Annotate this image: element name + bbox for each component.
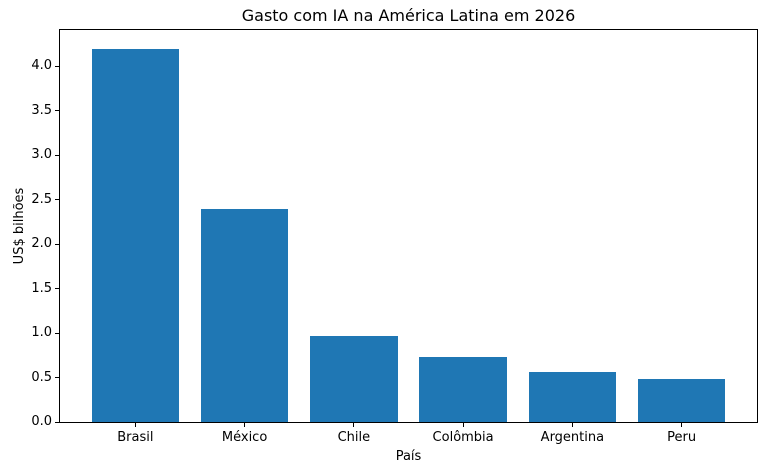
bar-colombia bbox=[419, 357, 507, 422]
y-tick-label: 0.0 bbox=[31, 414, 52, 429]
x-tick-label-colombia: Colômbia bbox=[432, 430, 494, 445]
x-axis-label: País bbox=[395, 449, 422, 464]
y-tick-label: 0.5 bbox=[31, 369, 52, 385]
x-tick-mark bbox=[244, 423, 246, 427]
x-tick-mark bbox=[462, 423, 464, 427]
y-tick-label: 1.5 bbox=[31, 280, 52, 296]
x-tick-mark bbox=[571, 423, 573, 427]
plot-area bbox=[59, 29, 758, 423]
x-tick-mark bbox=[681, 423, 683, 427]
x-tick-label-chile: Chile bbox=[337, 430, 371, 445]
y-tick-label: 3.5 bbox=[31, 102, 52, 118]
chart-title: Gasto com IA na América Latina em 2026 bbox=[241, 6, 576, 25]
y-tick-label: 1.0 bbox=[31, 325, 52, 341]
x-tick-mark bbox=[134, 423, 136, 427]
x-tick-mark bbox=[353, 423, 355, 427]
bar-argentina bbox=[528, 372, 617, 422]
y-tick-label: 4.0 bbox=[31, 58, 52, 74]
x-tick-label-mexico: México bbox=[221, 430, 268, 445]
y-axis-label: US$ bilhões bbox=[12, 187, 27, 265]
x-tick-label-argentina: Argentina bbox=[540, 430, 605, 445]
bar-mexico bbox=[200, 208, 289, 422]
bars-container bbox=[60, 30, 757, 422]
x-tick-label-brasil: Brasil bbox=[117, 430, 154, 445]
x-tick-label-peru: Peru bbox=[667, 430, 697, 445]
bar-peru bbox=[637, 379, 726, 422]
bar-chile bbox=[310, 335, 398, 422]
bar-brasil bbox=[91, 48, 180, 422]
y-tick-label: 3.0 bbox=[31, 147, 52, 163]
